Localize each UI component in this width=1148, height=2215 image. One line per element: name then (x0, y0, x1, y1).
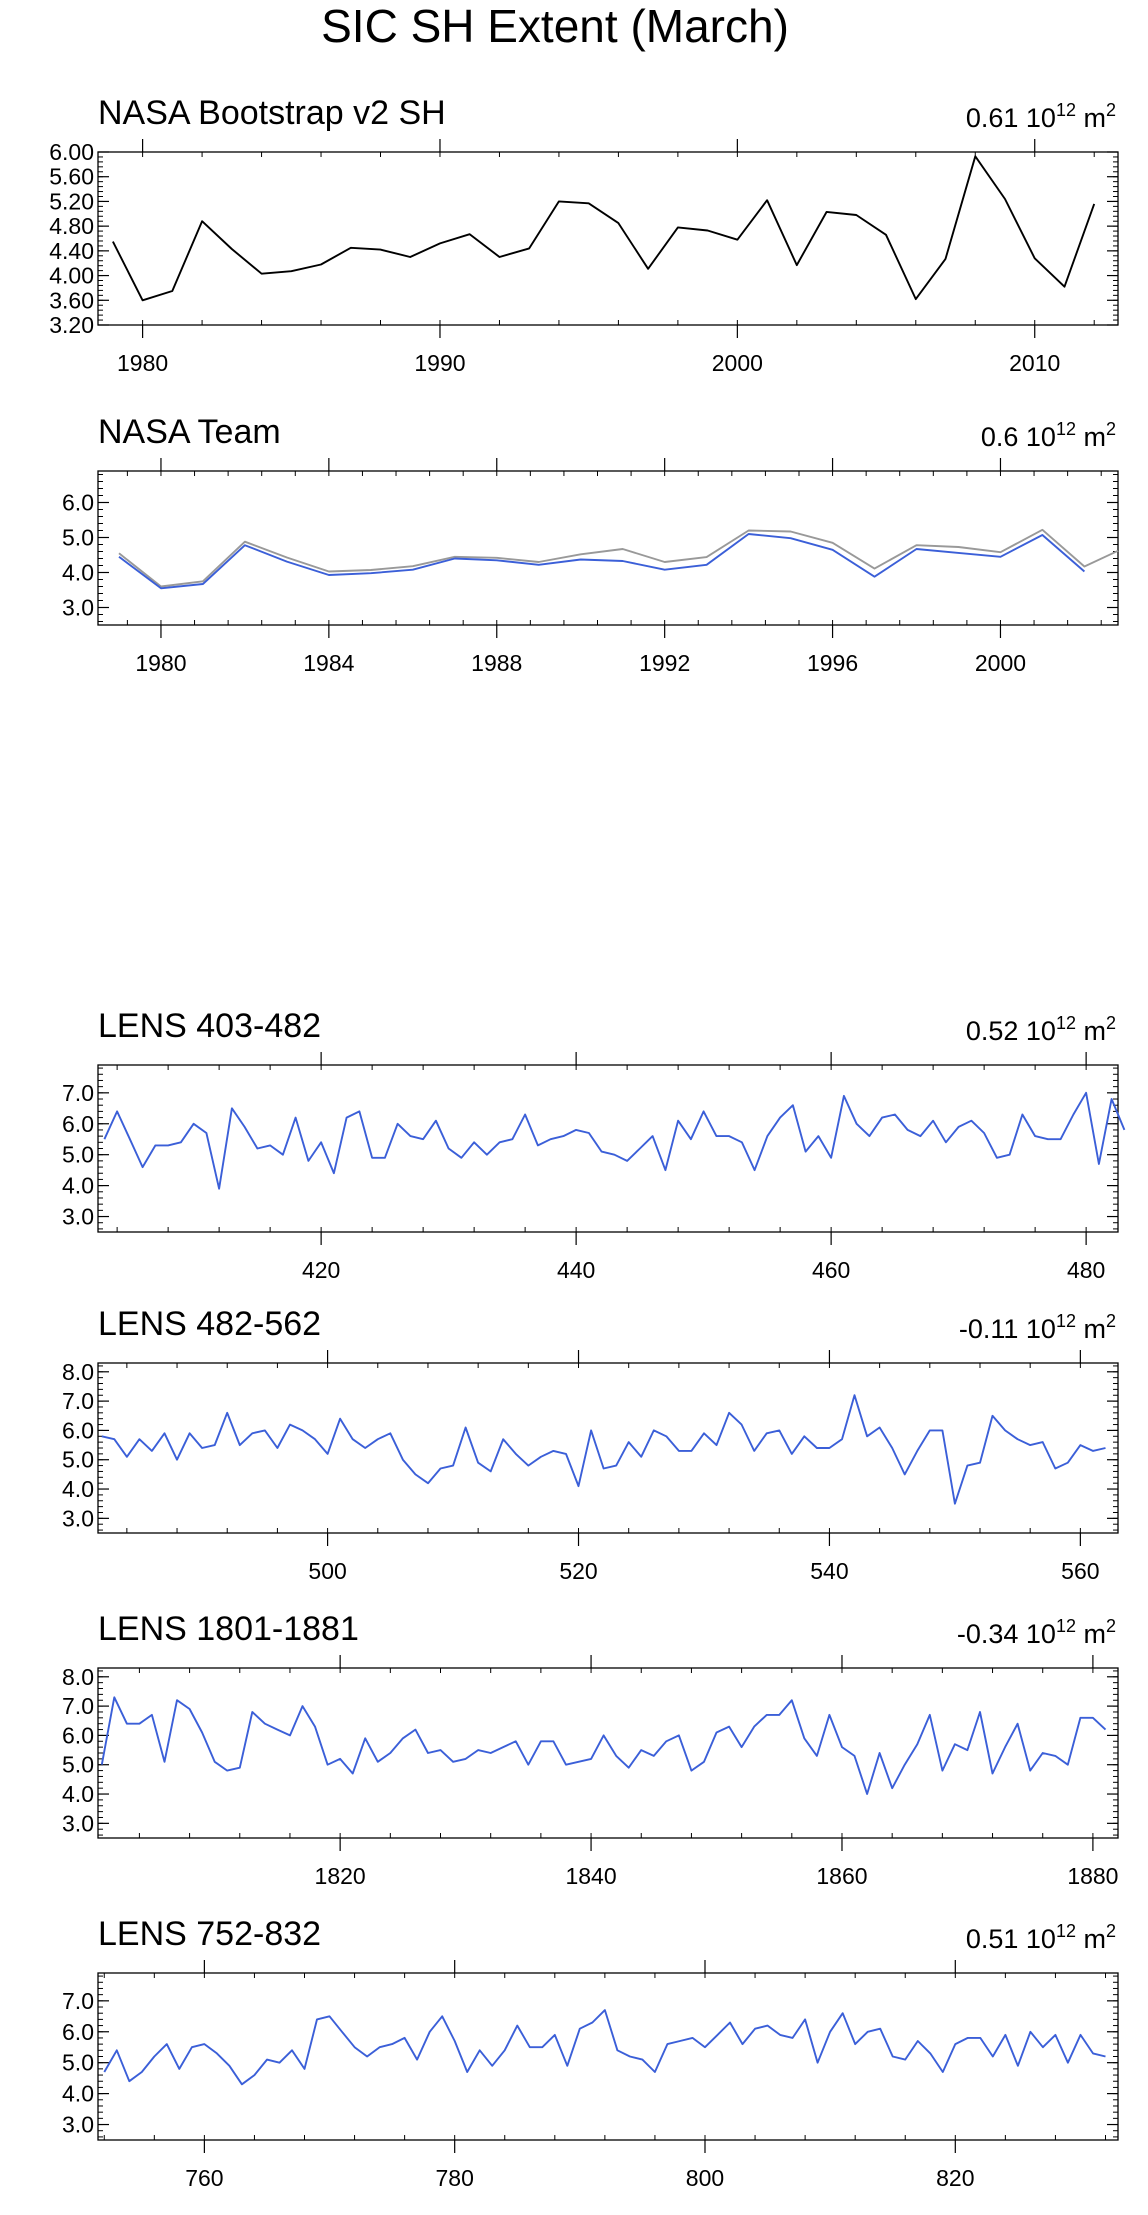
y-tick-label: 4.80 (49, 213, 94, 239)
y-tick-label: 6.0 (62, 490, 94, 516)
x-tick-label: 760 (185, 2165, 223, 2191)
panel-title: LENS 1801-1881 (98, 1610, 359, 1648)
y-tick-label: 5.20 (49, 188, 94, 214)
chart-panel: LENS 403-482 0.52 1012 m2 3.0 4.0 5.0 6.0 7.0 4… (62, 1007, 1126, 1283)
y-tick-label: 5.0 (62, 1447, 94, 1473)
y-tick-label: 3.60 (49, 287, 94, 313)
x-tick-label: 520 (559, 1558, 597, 1584)
y-tick-label: 5.0 (62, 1142, 94, 1168)
series-line (103, 2009, 1106, 2086)
trend-value: -0.34 1012 m2 (957, 1616, 1116, 1649)
y-tick-label: 8.0 (62, 1359, 94, 1385)
plot-frame (97, 1064, 1119, 1233)
y-tick-label: 4.0 (62, 2081, 94, 2107)
x-tick-label: 1984 (303, 650, 354, 676)
x-tick-label: 1840 (565, 1863, 616, 1889)
plot-frame (97, 1972, 1119, 2141)
y-tick-label: 5.0 (62, 2050, 94, 2076)
y-tick-label: 4.0 (62, 1173, 94, 1199)
plot-frame (97, 1362, 1119, 1534)
x-tick-label: 1990 (414, 350, 465, 376)
x-tick-label: 1992 (639, 650, 690, 676)
y-tick-label: 3.0 (62, 1204, 94, 1230)
panel-title: LENS 752-832 (98, 1915, 321, 1953)
y-tick-label: 7.0 (62, 1388, 94, 1414)
panels: NASA Bootstrap v2 SH 0.61 1012 m2 3.203.60… (49, 94, 1126, 2191)
y-tick-label: 4.00 (49, 263, 94, 289)
y-tick-label: 6.0 (62, 1417, 94, 1443)
trend-value: 0.51 1012 m2 (966, 1921, 1116, 1954)
y-tick-label: 7.0 (62, 1988, 94, 2014)
y-tick-label: 3.0 (62, 1810, 94, 1836)
chart-panel: LENS 1801-1881 -0.34 1012 m2 3.0 4.0 5.0 6.0 7… (62, 1610, 1119, 1889)
y-tick-label: 3.0 (62, 1505, 94, 1531)
y-tick-label: 7.0 (62, 1693, 94, 1719)
chart-panel: NASA Team 0.6 1012 m2 3.0 4.0 5.0 6.0 1980 1984… (62, 413, 1119, 676)
trend-value: 0.6 1012 m2 (981, 419, 1116, 452)
series-line (101, 1394, 1106, 1505)
figure-title: SIC SH Extent (March) (321, 0, 789, 52)
x-tick-label: 780 (435, 2165, 473, 2191)
chart-panel: LENS 752-832 0.51 1012 m2 3.0 4.0 5.0 6.0 7.0 7… (62, 1915, 1119, 2191)
series-line (103, 1091, 1126, 1190)
y-tick-label: 6.0 (62, 2019, 94, 2045)
x-tick-label: 460 (812, 1257, 850, 1283)
trend-value: 0.52 1012 m2 (966, 1013, 1116, 1046)
x-tick-label: 1980 (117, 350, 168, 376)
y-tick-label: 4.0 (62, 1781, 94, 1807)
x-tick-label: 1880 (1067, 1863, 1118, 1889)
trend-value: 0.61 1012 m2 (966, 100, 1116, 133)
series-line (118, 533, 1086, 590)
series-line (112, 155, 1096, 302)
panel-title: LENS 403-482 (98, 1007, 321, 1045)
plot-frame (97, 1667, 1119, 1839)
x-tick-label: 1996 (807, 650, 858, 676)
y-tick-label: 7.0 (62, 1080, 94, 1106)
x-tick-label: 420 (302, 1257, 340, 1283)
panel-title: NASA Bootstrap v2 SH (98, 94, 446, 132)
y-tick-label: 3.0 (62, 2112, 94, 2138)
y-tick-label: 5.60 (49, 164, 94, 190)
x-tick-label: 1988 (471, 650, 522, 676)
y-tick-label: 6.0 (62, 1111, 94, 1137)
x-tick-label: 2010 (1009, 350, 1060, 376)
plot-frame (97, 151, 1119, 326)
series-line (100, 1696, 1107, 1795)
x-tick-label: 540 (810, 1558, 848, 1584)
y-tick-label: 4.40 (49, 238, 94, 264)
y-tick-label: 3.0 (62, 595, 94, 621)
x-tick-label: 1860 (816, 1863, 867, 1889)
x-tick-label: 1820 (315, 1863, 366, 1889)
y-tick-label: 6.00 (49, 139, 94, 165)
y-tick-label: 8.0 (62, 1664, 94, 1690)
x-tick-label: 820 (936, 2165, 974, 2191)
panel-title: NASA Team (98, 413, 281, 451)
x-tick-label: 1980 (135, 650, 186, 676)
x-tick-label: 440 (557, 1257, 595, 1283)
trend-value: -0.11 1012 m2 (959, 1311, 1116, 1344)
y-tick-label: 5.0 (62, 525, 94, 551)
chart-panel: NASA Bootstrap v2 SH 0.61 1012 m2 3.203.60… (49, 94, 1119, 376)
y-tick-label: 4.0 (62, 1476, 94, 1502)
x-tick-label: 480 (1067, 1257, 1105, 1283)
y-tick-label: 4.0 (62, 560, 94, 586)
y-tick-label: 6.0 (62, 1722, 94, 1748)
x-tick-label: 560 (1061, 1558, 1099, 1584)
y-tick-label: 5.0 (62, 1752, 94, 1778)
x-tick-label: 500 (308, 1558, 346, 1584)
series-line (118, 528, 1119, 588)
x-tick-label: 2000 (712, 350, 763, 376)
panel-title: LENS 482-562 (98, 1305, 321, 1343)
plot-frame (97, 470, 1119, 626)
x-tick-label: 2000 (975, 650, 1026, 676)
y-tick-label: 3.20 (49, 312, 94, 338)
chart-panel: LENS 482-562 -0.11 1012 m2 3.0 4.0 5.0 6.0 7.0… (62, 1305, 1119, 1584)
x-tick-label: 800 (686, 2165, 724, 2191)
